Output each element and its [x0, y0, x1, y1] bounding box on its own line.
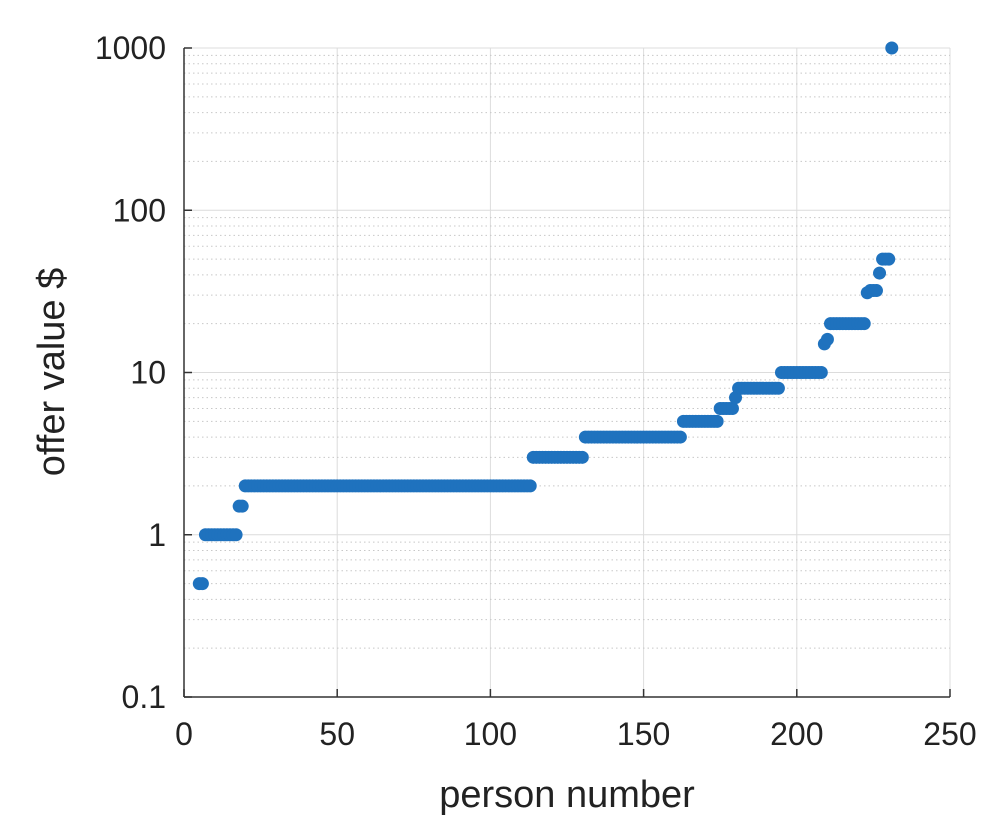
- data-point: [195, 577, 209, 591]
- data-point: [857, 317, 871, 331]
- data-point: [235, 499, 249, 513]
- data-point: [814, 366, 828, 379]
- data-point: [725, 401, 739, 415]
- data-point: [710, 414, 724, 428]
- data-point: [873, 266, 887, 280]
- y-axis-title: offer value $: [31, 268, 73, 476]
- x-tick-label: 150: [617, 716, 670, 752]
- x-tick-labels: 0 50 100 150 200 250: [175, 716, 977, 752]
- data-point: [885, 41, 899, 55]
- x-tick-label: 100: [464, 716, 517, 752]
- data-point: [820, 332, 834, 346]
- data-point: [229, 528, 243, 542]
- y-tick-label: 1: [148, 517, 166, 553]
- data-point: [575, 450, 589, 464]
- y-tick-labels: 0.1 1 10 100 1000: [95, 30, 166, 715]
- x-tick-label: 50: [319, 716, 355, 752]
- data-points: [192, 41, 899, 591]
- x-tick-label: 250: [923, 716, 976, 752]
- data-point: [673, 430, 687, 444]
- tick-marks: [183, 47, 951, 698]
- y-tick-label: 1000: [95, 30, 166, 66]
- x-tick-label: 200: [770, 716, 823, 752]
- y-tick-label: 0.1: [122, 679, 166, 715]
- data-point: [869, 284, 883, 298]
- grid-lines: [184, 47, 951, 697]
- x-axis-title: person number: [439, 774, 695, 816]
- x-tick-label: 0: [175, 716, 193, 752]
- data-point: [882, 252, 896, 266]
- data-point: [523, 479, 537, 493]
- y-tick-label: 10: [130, 355, 166, 391]
- y-tick-label: 100: [113, 192, 166, 228]
- data-point: [771, 381, 785, 395]
